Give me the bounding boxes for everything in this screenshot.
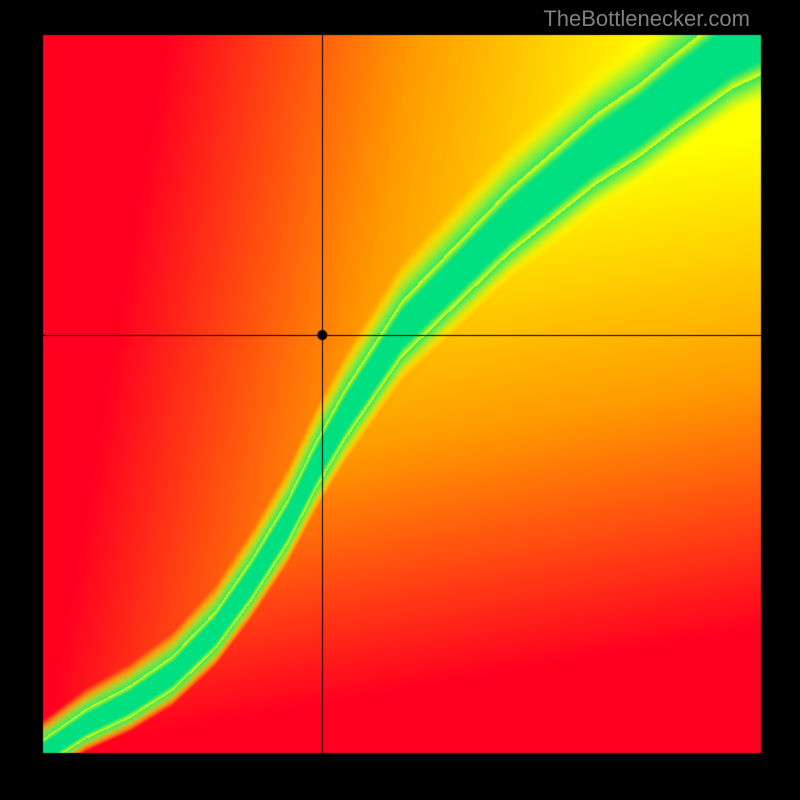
chart-container: TheBottlenecker.com xyxy=(0,0,800,800)
bottleneck-heatmap-canvas xyxy=(0,0,800,800)
watermark-text: TheBottlenecker.com xyxy=(543,6,750,32)
